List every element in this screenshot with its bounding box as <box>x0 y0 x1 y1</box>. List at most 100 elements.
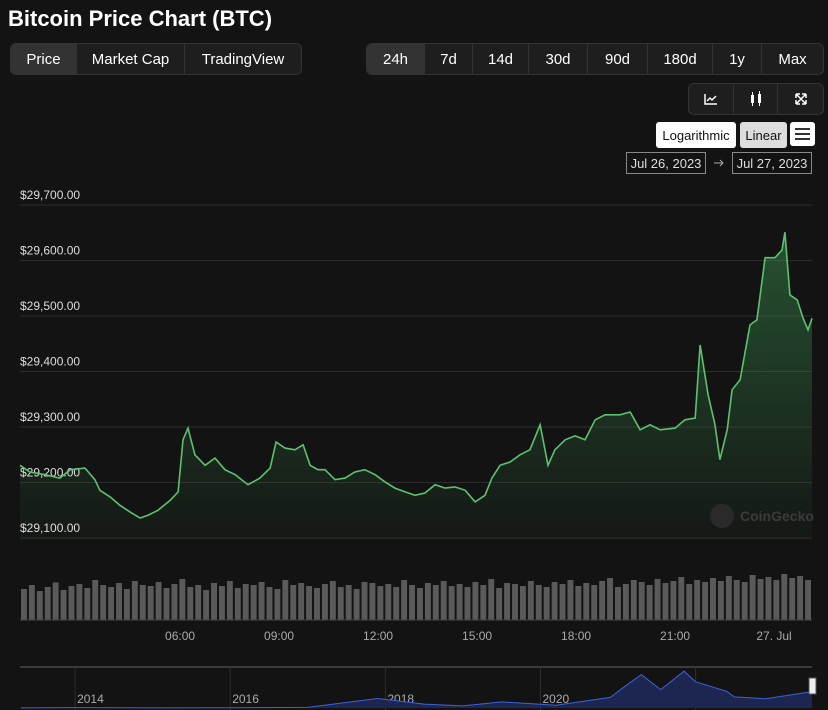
y-tick-label: $29,600.00 <box>20 244 80 258</box>
volume-bar <box>100 585 107 620</box>
volume-bar <box>369 583 376 620</box>
volume-bar <box>559 584 566 620</box>
volume-bar <box>702 582 709 620</box>
volume-bar <box>670 581 677 620</box>
volume-bar <box>710 578 716 620</box>
range-button[interactable]: Max <box>778 50 807 68</box>
volume-bar <box>654 579 661 620</box>
volume-bar <box>622 584 629 620</box>
volume-bar <box>496 588 503 620</box>
linear-button[interactable]: Linear <box>740 122 787 148</box>
volume-bar <box>607 578 613 620</box>
volume-bar <box>527 581 534 620</box>
range-button[interactable]: 14d <box>473 44 529 74</box>
volume-bar <box>519 586 526 620</box>
volume-bar <box>179 579 186 620</box>
date-from[interactable]: Jul 26, 2023 <box>626 152 706 174</box>
volume-bar <box>195 585 202 620</box>
volume-bar <box>353 589 360 620</box>
volume-bar <box>797 576 804 620</box>
volume-bar <box>226 581 233 620</box>
icon <box>704 94 717 105</box>
volume-bar <box>583 583 590 620</box>
volume-bar <box>171 584 178 620</box>
y-tick-label: $29,500.00 <box>20 299 80 313</box>
volume-bar <box>417 588 423 620</box>
volume-bar <box>36 591 43 620</box>
volume-bar <box>512 584 518 620</box>
volume-bar <box>440 581 447 620</box>
volume-bar <box>535 585 542 620</box>
candle-chart-button[interactable] <box>734 84 778 114</box>
range-button[interactable]: 24h <box>367 44 425 74</box>
volume-bar <box>464 587 471 620</box>
volume-bar <box>60 590 67 620</box>
volume-bar <box>147 586 154 620</box>
volume-bar <box>591 585 598 620</box>
volume-bar <box>28 585 35 620</box>
range-button[interactable]: 180d <box>648 44 713 74</box>
volume-bar <box>258 582 265 620</box>
volume-bar <box>385 584 392 620</box>
volume-bar <box>725 576 732 620</box>
volume-bar <box>599 581 606 620</box>
volume-bar <box>781 574 788 620</box>
volume-bar <box>131 581 138 620</box>
volume-bar <box>678 577 685 620</box>
volume-bar <box>163 588 170 620</box>
date-to[interactable]: Jul 27, 2023 <box>732 152 812 174</box>
volume-bar <box>504 583 511 620</box>
x-tick-label: 27. Jul <box>756 629 791 643</box>
tab-button[interactable]: Price <box>11 44 77 74</box>
volume-bar <box>456 584 463 620</box>
volume-bar <box>234 588 241 620</box>
volume-bar <box>805 580 811 620</box>
volume-bar <box>630 580 637 620</box>
volume-bar <box>242 584 249 620</box>
range-button[interactable]: 30d <box>529 44 588 74</box>
volume-bar <box>266 587 273 620</box>
range-button[interactable]: 1y <box>713 44 762 74</box>
volume-bar <box>108 587 115 620</box>
navigator-label: 2016 <box>232 692 259 706</box>
range-group: 24h 7d 14d 30d 90d 180d 1y Max <box>366 43 824 75</box>
volume-bar <box>393 587 400 620</box>
range-button[interactable]: 90d <box>588 44 648 74</box>
volume-bar <box>250 585 257 620</box>
navigator-label: 2020 <box>543 692 570 706</box>
volume-bar <box>472 582 479 620</box>
volume-bar <box>44 587 51 620</box>
x-tick-label: 12:00 <box>363 629 393 643</box>
x-tick-label: 18:00 <box>561 629 591 643</box>
volume-bar <box>480 585 487 620</box>
page-title: Bitcoin Price Chart (BTC) <box>8 6 273 31</box>
tab-button[interactable]: TradingView <box>201 50 285 68</box>
volume-bar <box>211 583 217 620</box>
price-area <box>20 232 812 540</box>
navigator-area <box>20 671 813 708</box>
volume-bar <box>21 589 27 620</box>
volume-bar <box>773 580 780 620</box>
volume-bar <box>377 586 384 620</box>
volume-bar <box>409 585 415 620</box>
arrow-icon <box>714 159 724 167</box>
volume-bar <box>139 585 146 620</box>
range-button[interactable]: 7d <box>425 44 473 74</box>
volume-bar <box>116 583 122 620</box>
volume-bar <box>68 586 75 620</box>
volume-bar <box>488 579 495 620</box>
volume-bar <box>84 588 91 620</box>
fullscreen-button[interactable] <box>778 84 823 114</box>
tab-button[interactable]: Market Cap <box>77 44 185 74</box>
volume-bar <box>345 585 352 620</box>
volume-bar <box>638 582 645 620</box>
log-button[interactable]: Logarithmic <box>656 122 736 148</box>
icon <box>750 91 761 106</box>
line-chart-button[interactable] <box>689 84 734 114</box>
navigator-handle <box>808 677 817 695</box>
menu-button[interactable] <box>790 122 815 146</box>
volume-bar <box>282 580 289 620</box>
price-line <box>19 232 813 519</box>
volume-bar <box>733 580 740 620</box>
